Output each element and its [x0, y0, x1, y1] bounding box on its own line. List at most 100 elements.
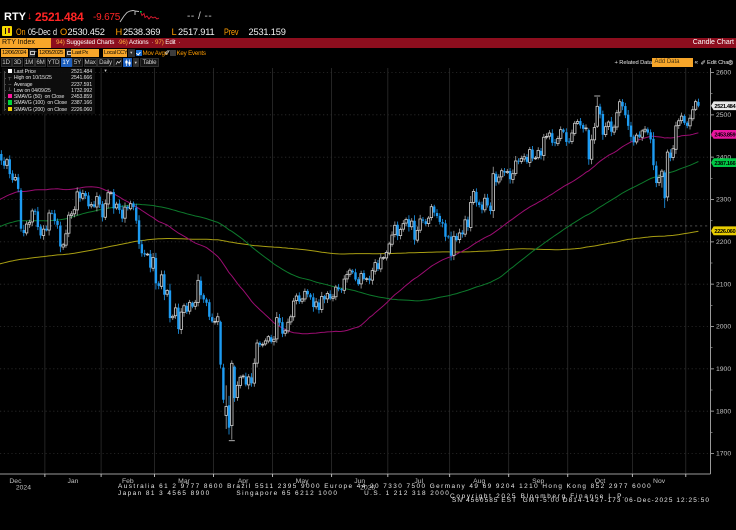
candle-body-up [109, 192, 113, 194]
candle-body-down [309, 294, 312, 298]
candle-body-down [98, 196, 101, 205]
candle-body-up [114, 203, 119, 209]
collapse-panel-icon[interactable]: « [694, 59, 699, 66]
menu-suggested-charts[interactable]: 94) Suggested Charts · [56, 38, 119, 48]
line-chart-type-button[interactable] [113, 58, 122, 67]
price-field-select[interactable]: Last Px [71, 48, 99, 57]
candle-body-up [401, 223, 405, 230]
period-1m[interactable]: 1M [23, 58, 35, 67]
legend-label: Low on 04/09/25 [13, 87, 51, 94]
candle-body-up [379, 257, 383, 270]
candle-body-down [669, 152, 672, 159]
mov-avgs-edit-icon[interactable]: ✐ [164, 49, 171, 57]
candle-body-up [657, 177, 661, 184]
candle-body-up [519, 158, 523, 162]
security-field[interactable]: RTY Index [0, 38, 51, 48]
candle-body-down [120, 209, 124, 219]
period-max[interactable]: Max [83, 58, 97, 67]
period-5y[interactable]: 5Y [72, 58, 83, 67]
candle-body-up [81, 193, 85, 199]
candle-body-down [579, 121, 582, 126]
menu-item-number: 97) [155, 39, 164, 46]
candle-body-up [528, 149, 532, 163]
candle-chart-type-button[interactable] [122, 58, 132, 67]
key-events-label: Key Events [176, 49, 207, 57]
candle-body-up [331, 296, 335, 299]
menu-edit[interactable]: 97) Edit · [155, 38, 181, 48]
candle-body-down [177, 307, 180, 330]
candle-body-up [67, 214, 71, 234]
candle-body-up [320, 296, 324, 310]
low-label: L [171, 26, 177, 37]
candle-body-up [128, 203, 133, 210]
period-1y-selected[interactable]: 1Y [60, 58, 72, 67]
mov-avgs-checkbox[interactable] [136, 50, 142, 56]
edit-chart-link[interactable]: Edit Chart [707, 59, 732, 66]
currency-select[interactable]: Local CCY [103, 48, 128, 57]
candle-body-up [640, 130, 644, 138]
candle-body-up [418, 218, 422, 231]
legend-row: ┴ Low on 04/09/25 1732.992 [3, 87, 93, 94]
candle-body-up [393, 224, 397, 236]
down-arrow-icon: ↓ [27, 11, 32, 22]
candle-body-down [508, 170, 512, 180]
candle-body-up [41, 228, 46, 236]
period-3d[interactable]: 3D [12, 58, 23, 67]
settings-gear-icon[interactable]: ⚙ [727, 59, 734, 67]
candle-body-down [598, 106, 602, 115]
candle-body-up [342, 278, 346, 291]
chart-legend[interactable]: Last Price 2521.484 ┬ High on 10/15/25 2541.… [2, 67, 95, 115]
candle-body-up [545, 135, 549, 138]
candle-body-down [0, 153, 3, 161]
market-status-icon[interactable] [2, 26, 12, 36]
month-label: Jul [414, 478, 423, 485]
menu-item-label: Edit [165, 39, 176, 46]
candle-body-down [87, 195, 90, 207]
frequency-select[interactable]: Daily ▼ [97, 58, 114, 73]
candle-body-down [2, 160, 6, 166]
intraday-sparkline [119, 10, 160, 23]
candle-body-up [72, 209, 77, 215]
edit-pencil-icon[interactable]: ✐ [700, 60, 706, 67]
legend-row: SMAVG (50) on Close 2453.859 [3, 94, 93, 100]
session-date: 05-Dec [27, 26, 51, 37]
candle-body-down [50, 212, 54, 214]
candle-body-down [587, 130, 591, 160]
legend-high-marker: ┬ [7, 75, 12, 82]
period-1d[interactable]: 1D [0, 58, 12, 67]
key-events-checkbox[interactable] [170, 50, 176, 56]
candle-body-down [489, 205, 492, 211]
candle-body-down [477, 202, 481, 206]
candle-body-down [244, 376, 248, 385]
period-ytd[interactable]: YTD [46, 58, 60, 67]
candle-body-up [179, 311, 183, 330]
sma-200-line [0, 230, 699, 265]
menu-item-label: Actions [128, 39, 149, 46]
currency-dropdown-button[interactable]: ▾ [128, 49, 135, 57]
candle-body-up [106, 192, 110, 205]
table-button[interactable]: Table [140, 58, 159, 67]
candle-body-up [238, 376, 242, 386]
candle-body-down [22, 229, 25, 233]
candle-body-up [618, 101, 622, 113]
date-to-input[interactable]: 12/05/2025 [38, 48, 65, 57]
date-from-input[interactable]: 12/06/2024 [1, 48, 28, 57]
add-data-input[interactable]: Add Data [652, 58, 693, 67]
period-6m[interactable]: 6M [35, 58, 46, 67]
candle-body-down [663, 172, 666, 199]
chart-type-dropdown[interactable]: ▾ [132, 58, 139, 67]
menu-actions[interactable]: 96) Actions · [119, 38, 154, 48]
candle-body-up [213, 320, 217, 323]
candle-body-down [441, 222, 444, 224]
related-data-link[interactable]: + Related Data · [615, 60, 656, 66]
candle-body-down [480, 204, 484, 210]
y-tick-label: 2000 [716, 324, 731, 331]
price-badge: 2387.166 [711, 158, 736, 167]
candle-body-up [263, 340, 268, 345]
calendar-from-button[interactable] [28, 49, 35, 57]
candle-body-down [205, 299, 208, 303]
candle-body-up [469, 202, 473, 228]
candle-body-down [357, 279, 360, 285]
candle-body-up [410, 220, 414, 228]
